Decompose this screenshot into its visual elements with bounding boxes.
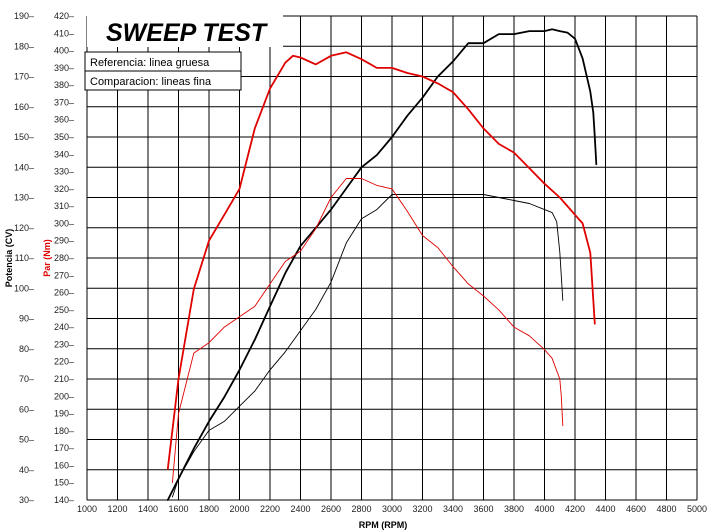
- series-line-1: [166, 51, 596, 470]
- y-tick-label-torque: 300–: [54, 218, 74, 228]
- y-tick-label-torque: 360–: [54, 115, 74, 125]
- x-tick-label: 2600: [321, 504, 341, 514]
- x-tick-label: 4400: [595, 504, 615, 514]
- y-tick-label-power: 30–: [19, 495, 34, 505]
- x-axis-ticks: 1000 1200 1400 1600 1800 2000 2200 2400 2600 2800…: [77, 504, 707, 514]
- series-line-0: [166, 28, 598, 501]
- y-tick-label-torque: 220–: [54, 357, 74, 367]
- x-tick-label: 1200: [107, 504, 127, 514]
- x-tick-label: 2000: [229, 504, 249, 514]
- y-tick-label-torque: 260–: [54, 288, 74, 298]
- x-tick-label: 2200: [260, 504, 280, 514]
- y-tick-label-torque: 350–: [54, 132, 74, 142]
- series-line-3: [171, 178, 564, 484]
- y-tick-label-torque: 210–: [54, 374, 74, 384]
- y-tick-label-torque: 170–: [54, 443, 74, 453]
- y-tick-label-torque: 400–: [54, 46, 74, 56]
- x-tick-label: 1000: [77, 504, 97, 514]
- y-tick-label-torque: 240–: [54, 322, 74, 332]
- x-tick-label: 2400: [290, 504, 310, 514]
- y-tick-label-power: 140–: [14, 162, 34, 172]
- y-tick-label-power: 130–: [14, 193, 34, 203]
- y-tick-label-torque: 280–: [54, 253, 74, 263]
- y-axis-title-torque: Par (Nm): [42, 239, 52, 277]
- x-axis-title: RPM (RPM): [359, 520, 408, 530]
- legend-reference: Referencia: linea gruesa: [90, 57, 210, 69]
- y-tick-label-torque: 180–: [54, 426, 74, 436]
- x-tick-label: 3000: [382, 504, 402, 514]
- y-tick-label-torque: 340–: [54, 149, 74, 159]
- y-tick-label-torque: 190–: [54, 409, 74, 419]
- y-tick-label-power: 50–: [19, 435, 34, 445]
- series-line-2: [171, 194, 564, 498]
- y-tick-label-power: 90–: [19, 314, 34, 324]
- x-tick-label: 5000: [687, 504, 707, 514]
- y-tick-label-torque: 160–: [54, 460, 74, 470]
- series-layer: [166, 28, 598, 501]
- x-tick-label: 1800: [199, 504, 219, 514]
- title-box: [87, 15, 283, 47]
- y-tick-label-torque: 390–: [54, 63, 74, 73]
- y-tick-label-power: 40–: [19, 465, 34, 475]
- x-tick-label: 3600: [473, 504, 493, 514]
- y-tick-label-power: 110–: [15, 253, 34, 263]
- y-tick-label-torque: 370–: [54, 97, 74, 107]
- chart-title: SWEEP TEST: [106, 19, 269, 47]
- y-tick-label-power: 120–: [14, 223, 34, 233]
- legend-comparison: Comparacion: lineas fina: [90, 76, 212, 88]
- x-tick-label: 4800: [656, 504, 676, 514]
- y-tick-label-power: 70–: [19, 374, 34, 384]
- y-tick-label-power: 80–: [19, 344, 34, 354]
- y-tick-label-torque: 200–: [54, 391, 74, 401]
- x-tick-label: 3400: [443, 504, 463, 514]
- y-tick-label-torque: 270–: [54, 270, 74, 280]
- y-tick-label-torque: 140–: [54, 495, 74, 505]
- x-tick-label: 4200: [565, 504, 585, 514]
- y-tick-label-torque: 420–: [54, 11, 74, 21]
- x-tick-label: 3200: [412, 504, 432, 514]
- y-tick-label-power: 190–: [14, 11, 34, 21]
- x-tick-label: 2800: [351, 504, 371, 514]
- y-axis-ticks: 30– 40– 50– 60– 70– 80– 90– 100– 110– 120– 130– 140…: [14, 11, 74, 505]
- y-tick-label-torque: 290–: [54, 236, 74, 246]
- y-tick-label-power: 170–: [14, 72, 34, 82]
- y-tick-label-torque: 330–: [54, 167, 74, 177]
- x-tick-label: 1600: [168, 504, 188, 514]
- y-tick-label-torque: 410–: [54, 28, 74, 38]
- y-tick-label-torque: 310–: [54, 201, 74, 211]
- y-tick-label-power: 180–: [14, 41, 34, 51]
- x-tick-label: 1400: [138, 504, 158, 514]
- y-tick-label-power: 150–: [14, 132, 34, 142]
- y-axis-title-power: Potencia (CV): [4, 229, 14, 288]
- y-tick-label-power: 160–: [14, 102, 34, 112]
- y-tick-label-torque: 250–: [54, 305, 74, 315]
- x-tick-label: 3800: [504, 504, 524, 514]
- y-tick-label-torque: 320–: [54, 184, 74, 194]
- y-tick-label-power: 60–: [19, 404, 34, 414]
- x-tick-label: 4000: [534, 504, 554, 514]
- y-tick-label-torque: 150–: [54, 478, 74, 488]
- y-tick-label-torque: 230–: [54, 339, 74, 349]
- y-tick-label-power: 100–: [14, 283, 34, 293]
- y-tick-label-torque: 380–: [54, 80, 74, 90]
- x-tick-label: 4600: [626, 504, 646, 514]
